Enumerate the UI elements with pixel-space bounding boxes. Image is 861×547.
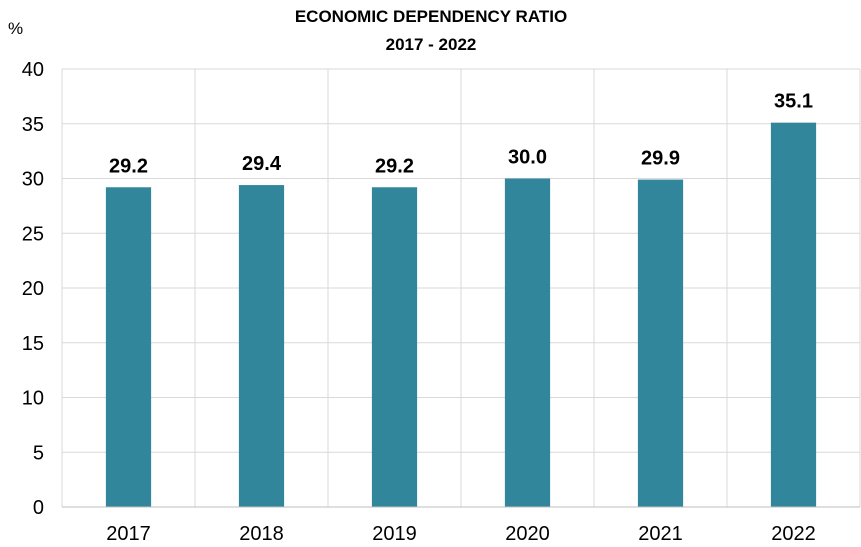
bars	[105, 122, 817, 507]
x-axis-ticks: 2017 2018 2019 2020 2021 2022	[106, 523, 816, 545]
bar-2018	[238, 185, 285, 507]
data-labels: 29.2 29.4 29.2 30.0 29.9 35.1	[109, 91, 813, 178]
y-tick-10: 10	[22, 388, 44, 410]
chart-title: ECONOMIC DEPENDENCY RATIO	[295, 7, 567, 26]
data-label-2022: 35.1	[774, 91, 813, 113]
data-label-2021: 29.9	[641, 148, 680, 170]
x-tick-2022: 2022	[771, 523, 816, 545]
data-label-2017: 29.2	[109, 155, 148, 177]
y-axis-ticks: 0 5 10 15 20 25 30 35 40	[22, 59, 44, 519]
bar-2020	[504, 178, 551, 507]
y-tick-20: 20	[22, 278, 44, 300]
data-label-2018: 29.4	[242, 153, 282, 175]
data-label-2020: 30.0	[508, 147, 547, 169]
x-tick-2021: 2021	[638, 523, 683, 545]
y-axis-unit-label: %	[8, 19, 23, 38]
y-tick-30: 30	[22, 169, 44, 191]
bar-2022	[770, 122, 817, 507]
y-tick-25: 25	[22, 223, 44, 245]
y-tick-40: 40	[22, 59, 44, 81]
chart-subtitle: 2017 - 2022	[386, 35, 477, 54]
x-tick-2018: 2018	[239, 523, 284, 545]
x-tick-2019: 2019	[372, 523, 417, 545]
y-tick-0: 0	[33, 497, 44, 519]
bar-2017	[105, 187, 152, 507]
y-tick-5: 5	[33, 442, 44, 464]
bar-2021	[637, 179, 684, 507]
data-label-2019: 29.2	[375, 155, 414, 177]
y-tick-35: 35	[22, 114, 44, 136]
y-tick-15: 15	[22, 333, 44, 355]
grid-lines	[61, 68, 861, 507]
x-tick-2017: 2017	[106, 523, 151, 545]
x-tick-2020: 2020	[505, 523, 550, 545]
bar-2019	[371, 187, 418, 507]
